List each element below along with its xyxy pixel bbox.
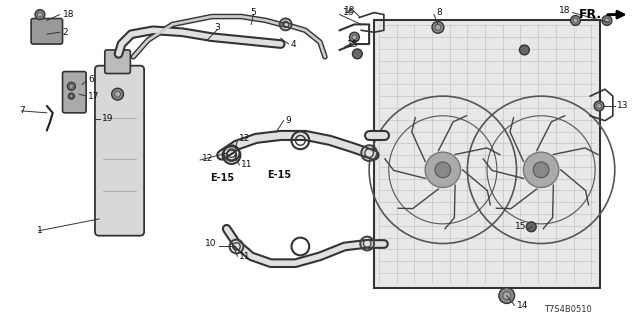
Text: E-15: E-15 (267, 170, 291, 180)
Text: 2: 2 (63, 28, 68, 37)
Circle shape (571, 16, 580, 25)
Text: 12: 12 (202, 154, 214, 163)
Text: FR.: FR. (579, 8, 602, 21)
FancyBboxPatch shape (31, 19, 63, 44)
Circle shape (604, 18, 609, 23)
Text: 13: 13 (617, 101, 628, 110)
FancyBboxPatch shape (95, 66, 144, 236)
Text: 9: 9 (285, 116, 291, 125)
Circle shape (435, 162, 451, 178)
Circle shape (432, 21, 444, 33)
Text: 5: 5 (250, 8, 256, 17)
Circle shape (353, 49, 362, 59)
Circle shape (115, 91, 120, 97)
Text: 18: 18 (63, 10, 74, 19)
Text: 11: 11 (241, 160, 253, 169)
Text: 3: 3 (214, 23, 220, 32)
Circle shape (524, 152, 559, 188)
Text: 18: 18 (559, 6, 571, 15)
Text: 19: 19 (102, 114, 113, 123)
FancyBboxPatch shape (374, 20, 600, 288)
Text: 12: 12 (239, 134, 251, 143)
Circle shape (35, 10, 45, 20)
Circle shape (68, 93, 74, 99)
Circle shape (594, 101, 604, 111)
Text: 11: 11 (239, 252, 251, 261)
Circle shape (573, 18, 578, 23)
Text: 8: 8 (436, 8, 442, 17)
Circle shape (425, 152, 461, 188)
Text: 1: 1 (37, 226, 43, 235)
Circle shape (520, 45, 529, 55)
Text: 16: 16 (342, 8, 354, 17)
Text: 14: 14 (516, 301, 528, 310)
Text: 6: 6 (88, 75, 94, 84)
Circle shape (596, 103, 602, 108)
FancyBboxPatch shape (105, 50, 131, 74)
Text: 4: 4 (291, 40, 296, 49)
Circle shape (503, 292, 511, 300)
Circle shape (602, 16, 612, 25)
Text: 10: 10 (205, 239, 217, 248)
FancyBboxPatch shape (63, 72, 86, 113)
Circle shape (349, 32, 359, 42)
Circle shape (499, 288, 515, 303)
Text: 7: 7 (19, 106, 25, 116)
Circle shape (352, 35, 357, 40)
Text: 15: 15 (515, 222, 526, 231)
Text: T7S4B0510: T7S4B0510 (544, 305, 592, 314)
Circle shape (69, 84, 74, 88)
Circle shape (38, 12, 42, 17)
Circle shape (67, 82, 76, 90)
Circle shape (70, 95, 73, 98)
Circle shape (533, 162, 549, 178)
Text: 15: 15 (346, 40, 358, 49)
Circle shape (112, 88, 124, 100)
Text: 17: 17 (88, 92, 100, 100)
Circle shape (435, 24, 441, 30)
Text: E-15: E-15 (210, 173, 234, 183)
Circle shape (526, 222, 536, 232)
Text: 18: 18 (344, 6, 355, 15)
